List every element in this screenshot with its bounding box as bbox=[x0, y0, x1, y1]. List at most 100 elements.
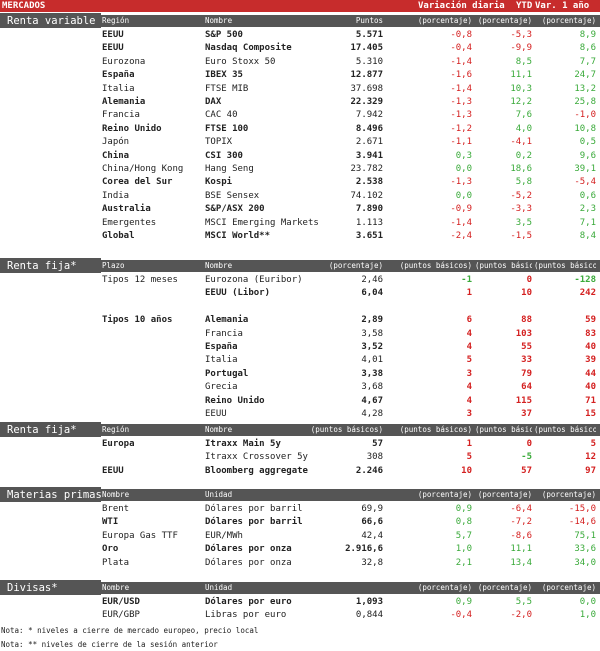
cell-name: Itraxx Crossover 5y bbox=[205, 452, 308, 463]
cell-region: Europa bbox=[102, 439, 135, 449]
cell-year: -1,0 bbox=[574, 110, 596, 121]
column-header: Puntos bbox=[355, 16, 383, 25]
column-header: (puntos básicos) bbox=[399, 425, 472, 434]
cell-daily: -1,2 bbox=[450, 123, 472, 134]
table-row: Reino Unido 4,67 4 115 71 bbox=[0, 395, 600, 408]
cell-value: 7.942 bbox=[355, 110, 383, 121]
column-header: (porcentaje) bbox=[328, 261, 383, 270]
cell-name: Hang Seng bbox=[205, 164, 254, 174]
cell-daily: 3 bbox=[466, 368, 472, 379]
table-row: Australia S&P/ASX 200 7.890 -0,9 -3,3 2,3 bbox=[0, 203, 600, 216]
cell-region: Italia bbox=[102, 83, 135, 94]
cell-value: 69,9 bbox=[361, 504, 383, 514]
cell-name: S&P/ASX 200 bbox=[205, 204, 265, 215]
cell-year: 12 bbox=[585, 452, 596, 463]
cell-value: 12.877 bbox=[350, 70, 383, 81]
cell-name: Libras por euro bbox=[205, 610, 287, 621]
cell-name: Dólares por barril bbox=[205, 517, 303, 528]
cell-name: Dólares por onza bbox=[205, 544, 292, 555]
cell-value: 3,52 bbox=[361, 342, 383, 352]
cell-ytd: 64 bbox=[521, 382, 532, 393]
note-1: Nota: * niveles a cierre de mercado euro… bbox=[1, 626, 259, 635]
cell-region: Australia bbox=[102, 204, 151, 215]
cell-value: 1,093 bbox=[355, 597, 383, 607]
cell-region: Tipos 10 años bbox=[102, 315, 173, 326]
cell-year: 59 bbox=[585, 315, 596, 326]
table-row: EEUU Nasdaq Composite 17.405 -0,4 -9,9 8,6 bbox=[0, 42, 600, 55]
cell-daily: -1,3 bbox=[450, 97, 472, 107]
cell-year: 13,2 bbox=[574, 83, 596, 94]
table-row: India BSE Sensex 74.102 0,0 -5,2 0,6 bbox=[0, 190, 600, 203]
table-row: Corea del Sur Kospi 2.538 -1,3 5,8 -5,4 bbox=[0, 176, 600, 189]
table-row: Portugal 3,38 3 79 44 bbox=[0, 368, 600, 381]
cell-value: 2,89 bbox=[361, 315, 383, 326]
cell-name: España bbox=[205, 342, 238, 352]
cell-year: -128 bbox=[574, 275, 596, 285]
cell-ytd: 115 bbox=[515, 395, 532, 406]
cell-region: Reino Unido bbox=[102, 123, 162, 134]
column-header: (porcentaje) bbox=[417, 490, 472, 499]
column-header: Región bbox=[102, 16, 130, 25]
cell-year: 8,4 bbox=[579, 231, 596, 241]
table-row: Reino Unido FTSE 100 8.496 -1,2 4,0 10,8 bbox=[0, 123, 600, 136]
cell-daily: -1 bbox=[461, 275, 472, 285]
cell-year: 40 bbox=[585, 382, 596, 393]
column-header: Unidad bbox=[205, 583, 233, 592]
cell-value: 1.113 bbox=[355, 217, 383, 228]
cell-daily: -1,4 bbox=[450, 56, 472, 67]
cell-ytd: 79 bbox=[521, 368, 532, 379]
cell-year: 0,5 bbox=[579, 137, 596, 148]
cell-daily: -1,3 bbox=[450, 177, 472, 188]
column-header: (porcentaje) bbox=[477, 583, 532, 592]
cell-name: S&P 500 bbox=[205, 30, 243, 40]
cell-year: 242 bbox=[579, 288, 596, 299]
cell-name: DAX bbox=[205, 97, 222, 107]
cell-year: 8,9 bbox=[579, 30, 596, 40]
cell-year: 8,6 bbox=[579, 43, 596, 54]
cell-value: 2.671 bbox=[355, 137, 383, 148]
table-row: Grecia 3,68 4 64 40 bbox=[0, 381, 600, 394]
cell-ytd: 55 bbox=[521, 342, 532, 352]
cell-year: -15,0 bbox=[568, 504, 596, 514]
cell-value: 57 bbox=[372, 439, 383, 449]
cell-daily: 4 bbox=[466, 342, 472, 352]
cell-name: BSE Sensex bbox=[205, 190, 260, 201]
cell-value: 3,38 bbox=[361, 368, 383, 379]
section-header-row: Divisas* Nombre Unidad (porcentaje) (porcent… bbox=[0, 580, 600, 595]
cell-region: España bbox=[102, 70, 135, 81]
cell-value: 5.571 bbox=[355, 30, 383, 40]
cell-year: 2,3 bbox=[579, 204, 596, 215]
cell-value: 37.698 bbox=[350, 83, 383, 94]
cell-name: FTSE 100 bbox=[205, 123, 249, 134]
cell-daily: 4 bbox=[466, 328, 472, 339]
section-header-row: Materias primas Nombre Unidad (porcentaje) (… bbox=[0, 487, 600, 502]
cell-year: 0,6 bbox=[579, 190, 596, 201]
column-header: (porcentaje) bbox=[417, 583, 472, 592]
column-header: (puntos básicos) bbox=[534, 425, 596, 434]
cell-year: 97 bbox=[585, 465, 596, 476]
column-header: (porcentaje) bbox=[417, 16, 472, 25]
cell-name: Eurozona (Euribor) bbox=[205, 275, 303, 285]
cell-name: Kospi bbox=[205, 177, 233, 188]
cell-ytd: -5,2 bbox=[510, 190, 532, 201]
cell-region: Plata bbox=[102, 557, 130, 568]
cell-daily: -0,4 bbox=[450, 43, 472, 54]
cell-year: 9,6 bbox=[579, 150, 596, 161]
markets-header-bar: MERCADOS Variación diaria YTD Var. 1 año bbox=[0, 0, 600, 12]
cell-region: EUR/USD bbox=[102, 597, 140, 607]
cell-value: 0,844 bbox=[355, 610, 383, 621]
cell-year: 7,7 bbox=[579, 56, 596, 67]
cell-daily: 6 bbox=[466, 315, 472, 326]
cell-daily: 4 bbox=[466, 382, 472, 393]
cell-year: 83 bbox=[585, 328, 596, 339]
cell-ytd: 33 bbox=[521, 355, 532, 366]
column-header: Nombre bbox=[205, 16, 233, 25]
table-row: España 3,52 4 55 40 bbox=[0, 341, 600, 354]
cell-name: CAC 40 bbox=[205, 110, 238, 121]
table-row: WTI Dólares por barril 66,6 0,8 -7,2 -14,6 bbox=[0, 516, 600, 529]
cell-name: IBEX 35 bbox=[205, 70, 243, 81]
cell-value: 4,01 bbox=[361, 355, 383, 366]
column-header: (porcentaje) bbox=[477, 16, 532, 25]
cell-name: Grecia bbox=[205, 382, 238, 393]
column-header: (puntos básicos) bbox=[475, 261, 532, 270]
